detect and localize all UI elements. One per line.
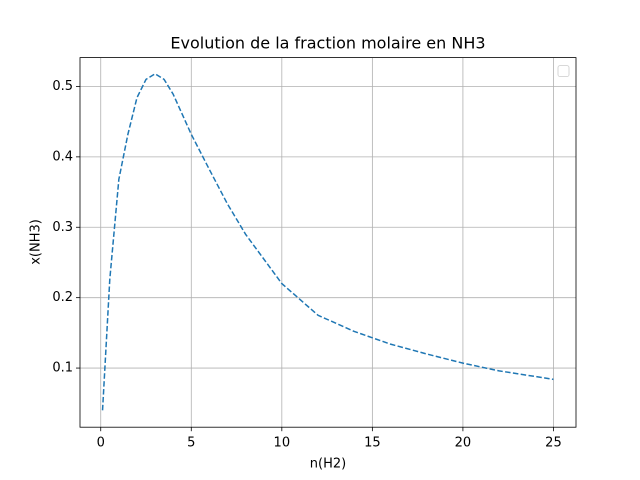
y-axis-label: x(NH3) [29, 219, 44, 265]
y-tick-label: 0.3 [52, 220, 73, 235]
data-line [101, 72, 554, 411]
y-tick-label: 0.2 [52, 290, 73, 305]
x-tick-label: 5 [187, 436, 195, 451]
chart-title: Evolution de la fraction molaire en NH3 [170, 34, 485, 53]
y-tick-label: 0.4 [52, 149, 73, 164]
y-tick-label: 0.5 [52, 79, 73, 94]
x-axis-label: n(H2) [310, 457, 346, 472]
x-tick-label: 15 [364, 436, 381, 451]
plot-frame [79, 57, 577, 428]
y-tick-label: 0.1 [52, 361, 73, 376]
legend-box [557, 65, 570, 77]
x-tick-label: 25 [545, 436, 562, 451]
x-tick-label: 0 [97, 436, 105, 451]
x-tick-label: 20 [455, 436, 472, 451]
x-tick-label: 10 [274, 436, 291, 451]
